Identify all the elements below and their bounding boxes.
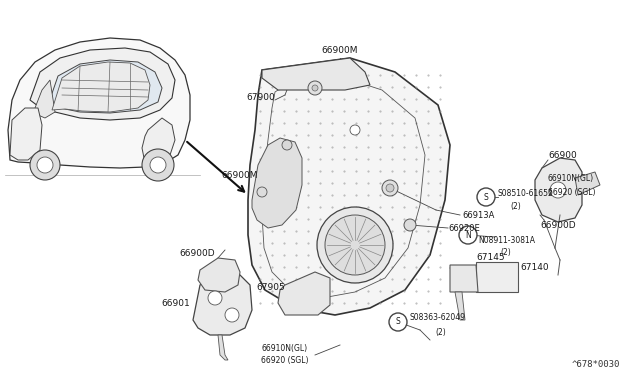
Text: (2): (2)	[510, 202, 521, 211]
Text: S: S	[484, 192, 488, 202]
Circle shape	[350, 125, 360, 135]
Polygon shape	[252, 138, 302, 228]
Circle shape	[317, 207, 393, 283]
Polygon shape	[8, 38, 190, 168]
Text: 66920 (SGL): 66920 (SGL)	[261, 356, 308, 365]
Polygon shape	[476, 262, 518, 292]
Polygon shape	[30, 48, 175, 120]
Circle shape	[550, 182, 566, 198]
Polygon shape	[142, 118, 175, 163]
Circle shape	[477, 188, 495, 206]
Polygon shape	[278, 272, 330, 315]
Text: 67145: 67145	[476, 253, 504, 263]
Text: 66920E: 66920E	[448, 224, 480, 232]
Circle shape	[404, 219, 416, 231]
Circle shape	[142, 149, 174, 181]
Polygon shape	[262, 58, 370, 90]
Circle shape	[382, 180, 398, 196]
Text: N08911-3081A: N08911-3081A	[478, 235, 535, 244]
Text: (2): (2)	[500, 248, 511, 257]
Text: S08510-61652: S08510-61652	[498, 189, 554, 198]
Circle shape	[389, 313, 407, 331]
Text: 66900D: 66900D	[179, 248, 215, 257]
Text: 67905: 67905	[256, 283, 285, 292]
Text: ^678*0030: ^678*0030	[572, 360, 620, 369]
Circle shape	[208, 291, 222, 305]
Polygon shape	[450, 265, 478, 292]
Text: 66900M: 66900M	[221, 170, 258, 180]
Text: 66900: 66900	[548, 151, 577, 160]
Polygon shape	[48, 60, 162, 113]
Circle shape	[37, 157, 53, 173]
Polygon shape	[218, 335, 228, 360]
Polygon shape	[248, 58, 450, 315]
Polygon shape	[10, 108, 42, 160]
Circle shape	[325, 215, 385, 275]
Polygon shape	[535, 158, 582, 222]
Text: 67900: 67900	[246, 93, 275, 102]
Circle shape	[282, 140, 292, 150]
Text: 66910N(GL): 66910N(GL)	[548, 173, 594, 183]
Text: 66901: 66901	[161, 298, 190, 308]
Text: 66900D: 66900D	[540, 221, 575, 230]
Text: (2): (2)	[435, 327, 445, 337]
Circle shape	[150, 157, 166, 173]
Polygon shape	[575, 172, 600, 195]
Polygon shape	[193, 275, 252, 335]
Text: 66900M: 66900M	[322, 46, 358, 55]
Polygon shape	[455, 292, 465, 320]
Circle shape	[257, 187, 267, 197]
Text: 66920 (SGL): 66920 (SGL)	[548, 187, 595, 196]
Polygon shape	[52, 62, 150, 112]
Circle shape	[312, 85, 318, 91]
Text: 67140: 67140	[520, 263, 548, 273]
Circle shape	[225, 308, 239, 322]
Circle shape	[386, 184, 394, 192]
Text: S08363-62049: S08363-62049	[410, 314, 466, 323]
Text: N: N	[465, 231, 471, 240]
Text: 66910N(GL): 66910N(GL)	[262, 343, 308, 353]
Text: 66913A: 66913A	[462, 211, 494, 219]
Polygon shape	[35, 80, 55, 118]
Circle shape	[308, 81, 322, 95]
Polygon shape	[198, 258, 240, 292]
Circle shape	[30, 150, 60, 180]
Circle shape	[459, 226, 477, 244]
Text: S: S	[396, 317, 401, 327]
